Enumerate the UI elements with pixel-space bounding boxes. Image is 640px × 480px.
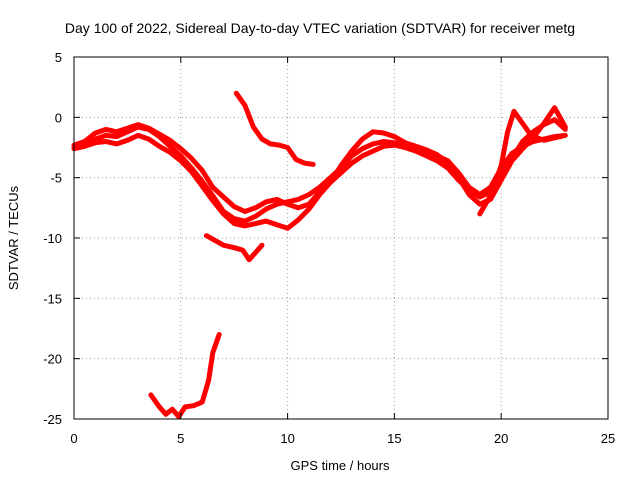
y-tick-label: -20 bbox=[43, 352, 62, 367]
x-tick-label: 25 bbox=[601, 431, 615, 446]
grid bbox=[74, 57, 608, 419]
series-layer bbox=[71, 90, 568, 420]
x-axis-label: GPS time / hours bbox=[291, 458, 390, 473]
y-axis-label: SDTVAR / TECUs bbox=[6, 185, 21, 290]
x-tick-label: 10 bbox=[280, 431, 294, 446]
series-track-f bbox=[233, 90, 316, 167]
series-track-c bbox=[71, 105, 568, 231]
x-tick-label: 20 bbox=[494, 431, 508, 446]
x-tick-label: 15 bbox=[387, 431, 401, 446]
series-track-e bbox=[203, 233, 265, 263]
y-tick-label: -10 bbox=[43, 231, 62, 246]
y-tick-label: 0 bbox=[55, 110, 62, 125]
chart-title: Day 100 of 2022, Sidereal Day-to-day VTE… bbox=[65, 20, 575, 36]
y-tick-label: -25 bbox=[43, 412, 62, 427]
x-axis: 0 5 10 15 20 25 bbox=[70, 57, 615, 446]
y-tick-label: -5 bbox=[50, 171, 62, 186]
x-tick-label: 0 bbox=[70, 431, 77, 446]
series-track-d bbox=[148, 332, 222, 420]
series-track-g bbox=[477, 108, 564, 217]
x-tick-label: 5 bbox=[177, 431, 184, 446]
y-tick-label: -15 bbox=[43, 291, 62, 306]
y-tick-label: 5 bbox=[55, 50, 62, 65]
y-axis: 5 0 -5 -10 -15 -20 -25 bbox=[43, 50, 608, 427]
